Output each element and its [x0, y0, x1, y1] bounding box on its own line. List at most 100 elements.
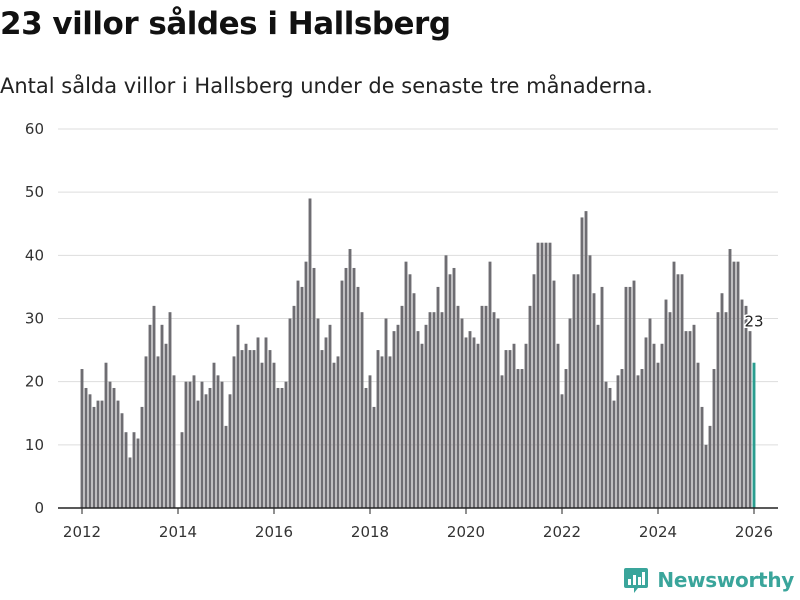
bar: [280, 387, 284, 508]
bar: [188, 381, 192, 508]
bar: [224, 425, 228, 508]
bar: [484, 305, 488, 508]
bar: [140, 406, 144, 508]
bar: [240, 350, 244, 508]
bar: [428, 312, 432, 508]
bar: [336, 356, 340, 508]
bar: [296, 280, 300, 508]
bar: [676, 274, 680, 508]
bar: [592, 293, 596, 508]
brand-name: Newsworthy: [657, 568, 794, 592]
bar: [700, 406, 704, 508]
bar: [156, 356, 160, 508]
bar: [420, 343, 424, 508]
bar: [464, 337, 468, 508]
bar: [732, 261, 736, 508]
bar: [312, 267, 316, 508]
x-tick-label: 2012: [63, 523, 101, 541]
bar: [88, 394, 92, 508]
bar: [532, 274, 536, 508]
bar: [604, 381, 608, 508]
bar: [104, 362, 108, 508]
bar: [164, 343, 168, 508]
bar: [436, 286, 440, 508]
bar: [92, 406, 96, 508]
bar: [144, 356, 148, 508]
bar: [500, 375, 504, 508]
bar: [488, 261, 492, 508]
bar: [708, 425, 712, 508]
bar: [80, 369, 84, 508]
bar: [252, 350, 256, 508]
x-tick-label: 2014: [159, 523, 197, 541]
x-tick-label: 2022: [543, 523, 581, 541]
bar: [380, 356, 384, 508]
bar: [356, 286, 360, 508]
bar: [340, 280, 344, 508]
bar: [508, 350, 512, 508]
bar: [180, 432, 184, 508]
bar: [516, 369, 520, 508]
bar: [408, 274, 412, 508]
bar: [388, 356, 392, 508]
bar: [108, 381, 112, 508]
bar: [392, 331, 396, 508]
bar: [228, 394, 232, 508]
bar: [632, 280, 636, 508]
bar: [184, 381, 188, 508]
bar: [432, 312, 436, 508]
bar: [720, 293, 724, 508]
bar: [412, 293, 416, 508]
y-axis: 0 10 20 30 40 50 60: [25, 120, 44, 517]
bar: [512, 343, 516, 508]
bar: [684, 331, 688, 508]
y-tick-label: 50: [25, 183, 44, 201]
bar: [276, 387, 280, 508]
bar: [244, 343, 248, 508]
bar: [444, 255, 448, 508]
bar: [740, 299, 744, 508]
bar: [360, 312, 364, 508]
bar: [288, 318, 292, 508]
bar: [168, 312, 172, 508]
x-tick-label: 2018: [351, 523, 389, 541]
bar: [292, 305, 296, 508]
bar: [692, 324, 696, 508]
bar: [580, 217, 584, 508]
bar: [116, 400, 120, 508]
x-axis: 2012 2014 2016 2018 2020 2022 2024 2026: [58, 507, 778, 541]
bar: [704, 444, 708, 508]
bar: [456, 305, 460, 508]
bar: [568, 318, 572, 508]
bar: [196, 400, 200, 508]
bar: [124, 432, 128, 508]
chart-title: 23 villor såldes i Hallsberg: [0, 6, 451, 42]
bar: [352, 267, 356, 508]
bar: [220, 381, 224, 508]
newsworthy-logo-icon: [624, 568, 649, 593]
bar: [696, 362, 700, 508]
bar: [668, 312, 672, 508]
latest-value-label: 23: [744, 313, 763, 331]
bar: [132, 432, 136, 508]
bar: [476, 343, 480, 508]
bar: [652, 343, 656, 508]
bar: [472, 337, 476, 508]
y-tick-label: 20: [25, 373, 44, 391]
x-tick-label: 2024: [639, 523, 677, 541]
bar: [308, 198, 312, 509]
bar: [148, 324, 152, 508]
bar: [300, 286, 304, 508]
bar: [712, 369, 716, 508]
bar: [200, 381, 204, 508]
bar: [612, 400, 616, 508]
bar-latest: [752, 362, 756, 508]
bar: [584, 211, 588, 508]
bar: [264, 337, 268, 508]
bar: [640, 369, 644, 508]
bar: [648, 318, 652, 508]
y-tick-label: 60: [25, 120, 44, 138]
bar: [552, 280, 556, 508]
bar: [544, 242, 548, 508]
